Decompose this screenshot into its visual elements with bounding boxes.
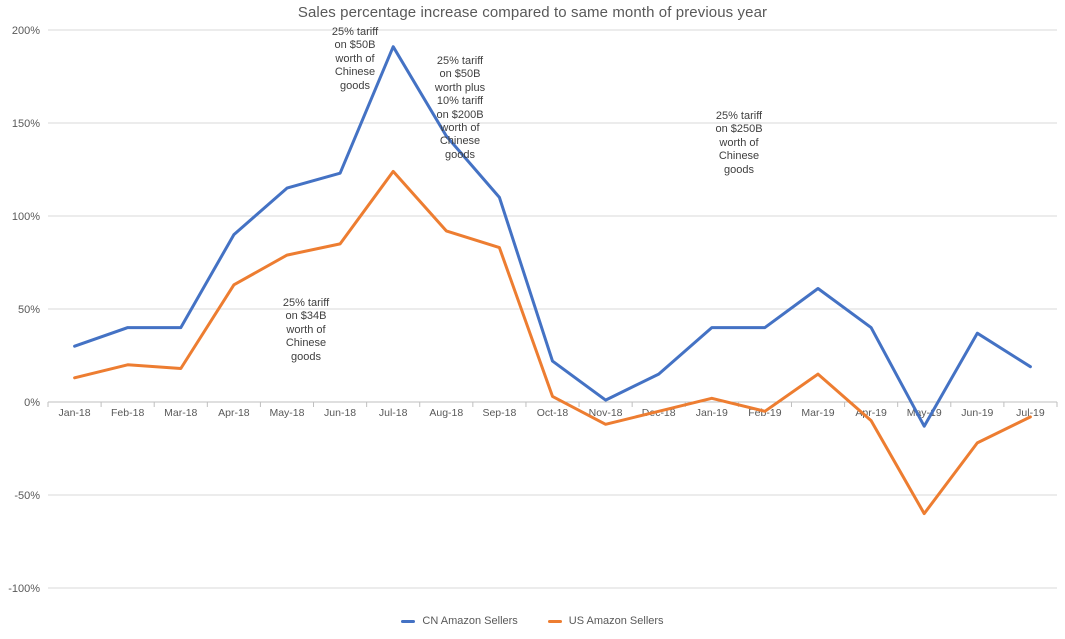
- chart-title: Sales percentage increase compared to sa…: [297, 4, 768, 21]
- cn-sellers-series-line: [73, 45, 1032, 428]
- cn-series-line-marker: [401, 619, 416, 623]
- annotation-tariff-50b: 25% tariff on $50B worth of Chinese good…: [331, 26, 379, 92]
- annotation-tariff-34b: 25% tariff on $34B worth of Chinese good…: [282, 297, 330, 363]
- x-axis-tick-label: Oct-18: [537, 407, 569, 419]
- x-axis-tick-label: Nov-18: [589, 407, 623, 419]
- us-sellers-series-line: [73, 169, 1032, 516]
- y-axis-tick-label: 50%: [18, 304, 40, 316]
- y-axis-tick-label: -50%: [14, 490, 40, 502]
- x-axis-tick-label: Aug-18: [429, 407, 463, 419]
- x-axis-tick-label: Jun-18: [324, 407, 356, 419]
- x-axis-tick-label: Jan-19: [696, 407, 728, 419]
- y-axis-tick-label: 0%: [24, 397, 40, 409]
- x-axis-tick-label: Jun-19: [961, 407, 993, 419]
- y-axis-tick-label: 200%: [12, 25, 40, 37]
- x-axis-tick-label: Apr-19: [855, 407, 887, 419]
- chart-legend: CN Amazon Sellers US Amazon Sellers: [0, 615, 1065, 627]
- us-series-line-marker: [547, 619, 562, 623]
- x-axis-tick-label: Mar-18: [164, 407, 197, 419]
- x-axis-tick-label: Feb-18: [111, 407, 144, 419]
- x-axis-tick-label: May-19: [907, 407, 942, 419]
- x-axis-tick-label: Apr-18: [218, 407, 250, 419]
- y-axis-tick-label: 150%: [12, 118, 40, 130]
- y-axis-tick-label: 100%: [12, 211, 40, 223]
- annotation-tariff-50b-200b: 25% tariff on $50B worth plus 10% tariff…: [434, 55, 486, 161]
- x-axis-tick-label: Mar-19: [801, 407, 834, 419]
- y-axis-tick-label: -100%: [8, 583, 40, 595]
- x-axis-tick-label: Jan-18: [58, 407, 90, 419]
- x-axis-tick-label: May-18: [269, 407, 304, 419]
- legend-label-cn-sellers: CN Amazon Sellers: [422, 615, 518, 627]
- x-axis-tick-label: Sep-18: [482, 407, 516, 419]
- x-axis-tick-label: Jul-19: [1016, 407, 1045, 419]
- x-axis-tick-label: Jul-18: [379, 407, 408, 419]
- annotation-tariff-250b: 25% tariff on $250B worth of Chinese goo…: [715, 110, 763, 176]
- legend-item-cn-sellers[interactable]: CN Amazon Sellers: [401, 615, 518, 627]
- legend-item-us-sellers[interactable]: US Amazon Sellers: [547, 615, 664, 627]
- legend-label-us-sellers: US Amazon Sellers: [568, 615, 664, 627]
